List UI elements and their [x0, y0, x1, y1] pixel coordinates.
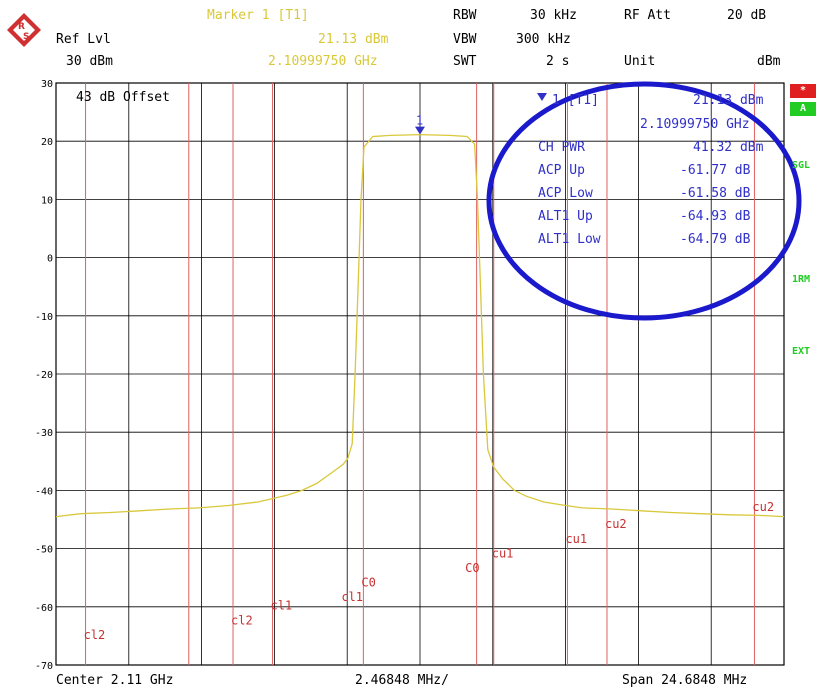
marker-level: 21.13 dBm [318, 32, 389, 47]
y-tick-label: 30 [41, 79, 53, 90]
ext-badge: EXT [792, 346, 811, 357]
vbw-value: 300 kHz [516, 32, 571, 47]
channel-label: cl2 [84, 628, 106, 642]
freq-per-div: 2.46848 MHz/ [355, 673, 449, 688]
y-tick-label: -50 [35, 545, 53, 556]
y-tick-label: -10 [35, 312, 53, 323]
y-tick-label: -60 [35, 603, 53, 614]
marker-number: 1 [416, 114, 423, 128]
channel-label: C0 [465, 561, 479, 575]
y-tick-label: 10 [41, 195, 53, 206]
alt1-up-label: ALT1 Up [538, 209, 593, 224]
channel-label: cl1 [341, 590, 363, 604]
alt1-up-value: -64.93 dB [680, 209, 751, 224]
ref-lvl-value: 30 dBm [66, 54, 113, 69]
acp-low-value: -61.58 dB [680, 186, 751, 201]
trm-badge: 1RM [792, 274, 811, 285]
acp-low-label: ACP Low [538, 186, 593, 201]
unit-value: dBm [757, 54, 781, 69]
rf-att-label: RF Att [624, 8, 671, 23]
channel-label: cu2 [605, 517, 627, 531]
y-tick-label: 20 [41, 137, 53, 148]
star-badge: * [790, 84, 816, 98]
marker-label: Marker 1 [T1] [207, 8, 309, 23]
plot-grid [55, 82, 785, 666]
y-tick-label: -40 [35, 486, 53, 497]
alt1-low-value: -64.79 dB [680, 232, 751, 247]
channel-label: cl1 [271, 599, 293, 613]
center-freq: Center 2.11 GHz [56, 673, 174, 688]
swt-label: SWT [453, 54, 477, 69]
vbw-label: VBW [453, 32, 477, 47]
marker-box-freq: 2.10999750 GHz [640, 117, 750, 132]
svg-text:S: S [23, 32, 29, 42]
marker-freq: 2.10999750 GHz [268, 54, 378, 69]
unit-label: Unit [624, 54, 656, 69]
rbw-label: RBW [453, 8, 477, 23]
rbw-value: 30 kHz [530, 8, 577, 23]
channel-label: C0 [361, 575, 375, 589]
rohde-schwarz-logo: R S [7, 13, 41, 47]
acp-up-label: ACP Up [538, 163, 585, 178]
y-tick-label: -20 [35, 370, 53, 381]
acp-up-value: -61.77 dB [680, 163, 751, 178]
ch-pwr-label: CH PWR [538, 140, 585, 155]
marker-box-triangle [537, 93, 547, 101]
y-tick-label: -30 [35, 428, 53, 439]
svg-text:R: R [18, 22, 25, 32]
span-freq: Span 24.6848 MHz [622, 673, 748, 688]
marker-box-title: 1 [T1] [552, 93, 599, 108]
y-tick-labels: 30 20 10 0 -10 -20 -30 -40 -50 -60 -70 [35, 79, 53, 672]
channel-label: cu1 [565, 532, 587, 546]
y-tick-label: -70 [35, 661, 53, 672]
sgl-badge: SGL [792, 160, 811, 171]
channel-label: cu1 [492, 546, 514, 560]
ref-lvl-label: Ref Lvl [56, 32, 111, 47]
channel-label: cu2 [752, 500, 774, 514]
alt1-low-label: ALT1 Low [538, 232, 601, 247]
highlight-ellipse [486, 81, 802, 321]
swt-value: 2 s [546, 54, 570, 69]
channel-label: cl2 [231, 613, 253, 627]
marker-triangle [415, 126, 425, 135]
a-badge: A [790, 102, 816, 116]
marker-box-level: 21.13 dBm [693, 93, 764, 108]
offset-label: 43 dB Offset [76, 90, 170, 105]
y-tick-label: 0 [47, 254, 53, 265]
rf-att-value: 20 dB [727, 8, 767, 23]
ch-pwr-value: 41.32 dBm [693, 140, 764, 155]
